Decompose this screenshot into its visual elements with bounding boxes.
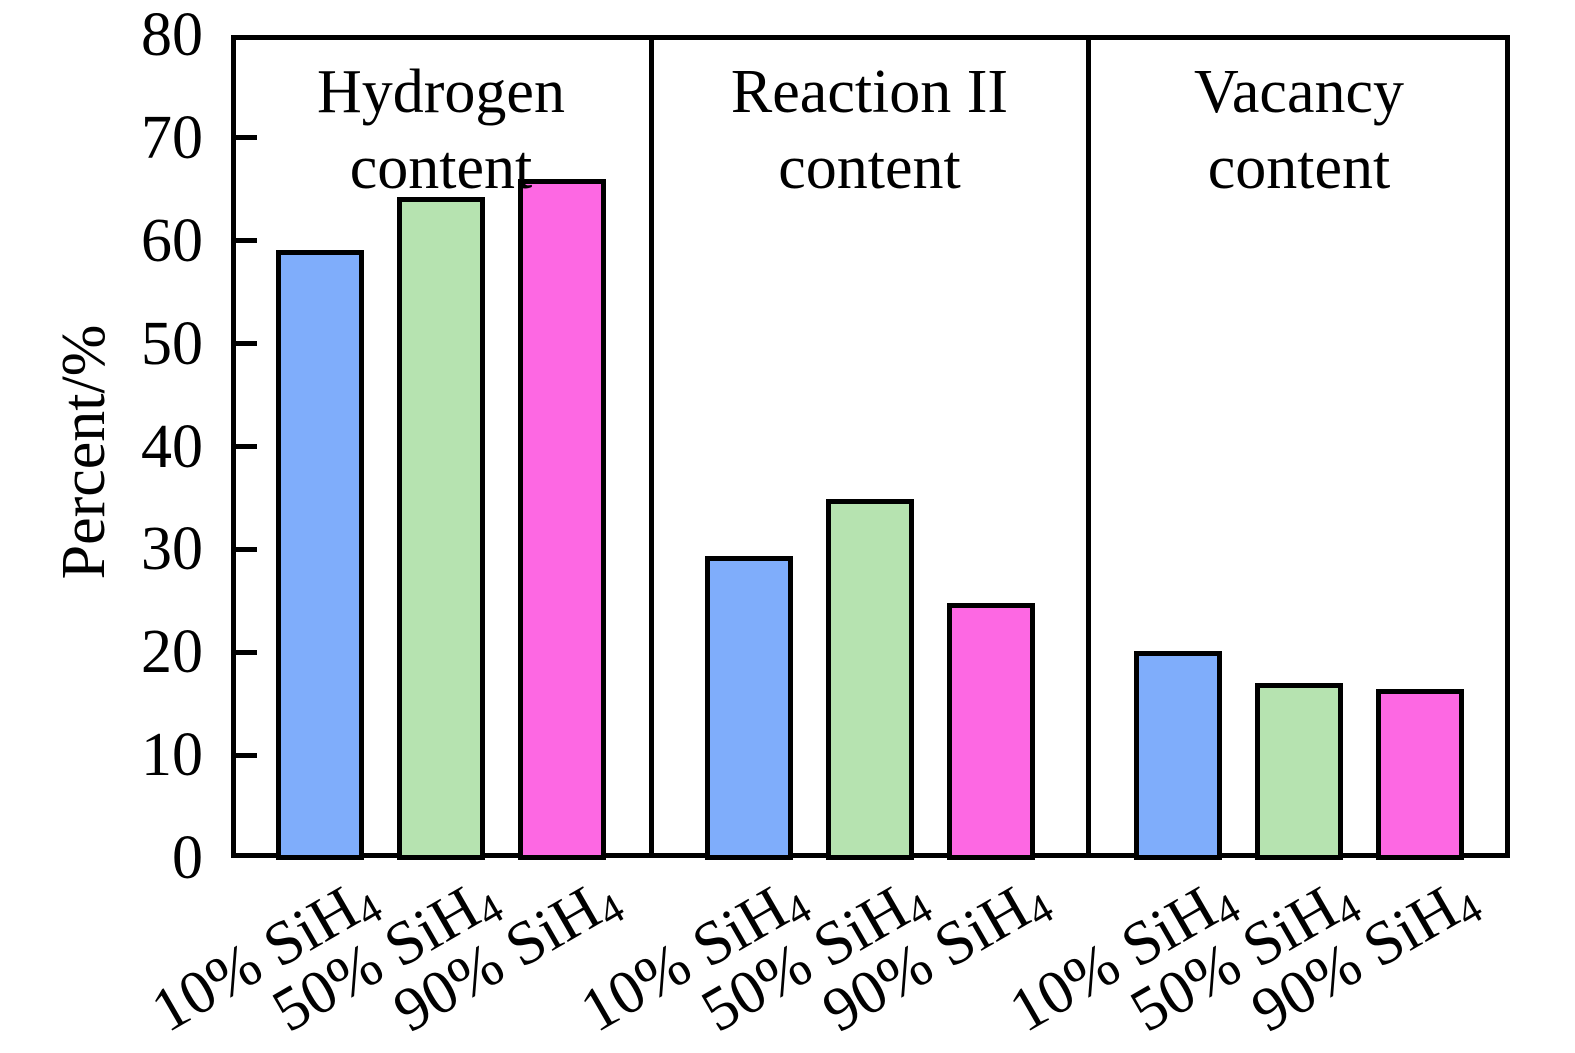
y-tick-label: 70 <box>141 103 203 172</box>
panel-title: Hydrogen content <box>231 54 651 206</box>
panel-title-line1: Reaction II <box>730 58 1009 126</box>
y-tick-label: 40 <box>141 412 203 481</box>
panel-title-line2: content <box>1207 134 1391 202</box>
bar <box>276 250 364 860</box>
bar <box>704 556 793 860</box>
y-tick-label: 0 <box>172 824 203 892</box>
y-tick-label: 20 <box>141 618 203 687</box>
y-tick-label: 80 <box>141 1 203 69</box>
y-tick-label: 60 <box>141 206 203 275</box>
y-tick-label: 10 <box>141 721 203 790</box>
panel-title: Reaction II content <box>651 54 1088 206</box>
bar <box>1255 683 1343 860</box>
y-tick-label: 50 <box>141 309 203 378</box>
bar <box>397 197 485 860</box>
y-tick-label: 30 <box>141 515 203 584</box>
panel-title-line1: Vacancy <box>1194 58 1404 126</box>
y-tick-mark <box>231 444 257 449</box>
y-tick-mark <box>231 546 257 552</box>
bar <box>518 179 606 860</box>
panel-title-line2: content <box>778 134 961 202</box>
panel-divider <box>648 35 654 858</box>
plot-overlay <box>231 35 1510 860</box>
y-tick-mark <box>231 752 257 758</box>
panel-title-line1: Hydrogen <box>317 58 565 126</box>
panel-title: Vacancy content <box>1088 54 1510 206</box>
y-tick-mark <box>231 649 257 655</box>
bar <box>946 603 1035 860</box>
y-tick-mark <box>231 238 257 244</box>
bar <box>1376 689 1464 860</box>
y-tick-mark <box>231 135 257 141</box>
bar <box>1134 651 1222 860</box>
bar <box>825 499 914 860</box>
panel-title-line2: content <box>349 134 533 202</box>
y-tick-mark <box>231 341 257 347</box>
panel-divider <box>1085 35 1091 858</box>
